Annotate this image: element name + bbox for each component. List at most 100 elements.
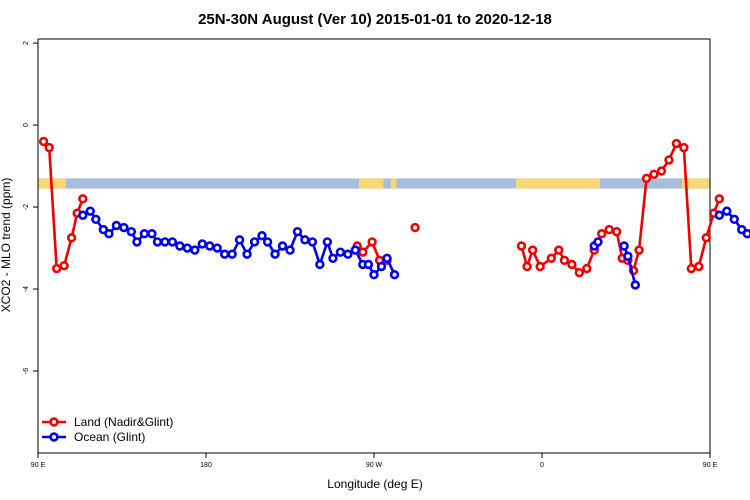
- series-land: [38, 136, 725, 278]
- data-point: [742, 229, 750, 239]
- data-point: [315, 259, 325, 270]
- data-point: [582, 263, 592, 274]
- land-band-segment: [515, 178, 600, 189]
- land-ocean-band: [38, 178, 710, 189]
- data-point: [554, 245, 564, 255]
- data-point: [382, 253, 392, 263]
- y-axis: 2 0 -2 -4 -6: [23, 41, 38, 374]
- data-point: [322, 237, 333, 247]
- data-point: [630, 280, 641, 290]
- x-tick-label: 0: [540, 462, 544, 469]
- data-point: [343, 249, 353, 259]
- data-point: [132, 237, 142, 247]
- data-point: [597, 229, 607, 239]
- data-point: [679, 142, 689, 153]
- data-point: [516, 241, 527, 251]
- data-point: [656, 166, 667, 176]
- land-band-segment: [359, 178, 384, 189]
- data-point: [91, 214, 101, 225]
- data-point: [358, 247, 368, 257]
- data-point: [270, 249, 280, 259]
- data-point: [664, 155, 674, 165]
- data-point: [197, 239, 207, 249]
- data-point: [649, 169, 659, 179]
- data-point: [522, 261, 532, 272]
- legend-marker: [49, 417, 59, 427]
- legend-label: Land (Nadir&Glint): [74, 415, 173, 429]
- data-point: [369, 269, 379, 280]
- data-point: [559, 255, 570, 266]
- data-point: [593, 237, 603, 247]
- data-point: [139, 229, 150, 239]
- data-point: [623, 251, 633, 261]
- data-point: [714, 210, 725, 220]
- data-point: [604, 224, 614, 235]
- data-point: [167, 237, 178, 247]
- data-point: [611, 226, 622, 237]
- data-point: [85, 206, 95, 216]
- data-point: [300, 235, 310, 245]
- data-point: [367, 237, 377, 247]
- data-point: [219, 249, 230, 259]
- data-point: [410, 222, 420, 233]
- data-point: [51, 263, 62, 274]
- y-axis-label: XCO2 - MLO trend (ppm): [0, 178, 13, 313]
- y-tick-label: -4: [23, 286, 30, 292]
- data-point: [335, 247, 346, 257]
- data-point: [285, 245, 295, 255]
- data-point: [152, 237, 163, 247]
- data-point: [212, 243, 222, 253]
- data-point: [376, 261, 387, 272]
- data-point: [38, 136, 49, 147]
- y-tick-label: -6: [23, 368, 30, 374]
- data-point: [182, 243, 193, 253]
- data-point: [59, 260, 69, 271]
- data-point: [619, 241, 629, 251]
- data-point: [307, 237, 318, 247]
- data-point: [234, 235, 245, 245]
- legend-label: Ocean (Glint): [74, 430, 145, 444]
- data-point: [78, 210, 88, 220]
- data-point: [722, 206, 732, 216]
- data-point: [78, 194, 88, 204]
- y-tick-label: -2: [23, 204, 30, 210]
- data-point: [567, 259, 577, 270]
- data-point: [694, 261, 704, 272]
- data-point: [119, 222, 129, 233]
- data-point: [527, 245, 538, 255]
- legend: Land (Nadir&Glint)Ocean (Glint): [42, 415, 173, 444]
- series-line: [520, 141, 721, 275]
- data-point: [701, 233, 711, 243]
- x-axis: 90 E 180 90 W 0 90 E: [31, 453, 718, 469]
- data-point: [634, 245, 644, 255]
- data-point: [328, 253, 338, 263]
- data-point: [363, 259, 374, 270]
- legend-marker: [49, 432, 59, 442]
- data-point: [175, 241, 185, 251]
- data-point: [671, 138, 682, 149]
- data-point: [546, 253, 557, 263]
- land-band-segment: [682, 178, 710, 189]
- data-point: [641, 173, 652, 184]
- data-point: [292, 226, 303, 237]
- data-point: [44, 142, 54, 153]
- data-point: [350, 245, 361, 255]
- data-point: [66, 233, 77, 243]
- data-point: [147, 229, 157, 239]
- x-tick-label: 180: [200, 462, 212, 469]
- data-point: [257, 231, 267, 241]
- series-line: [42, 140, 85, 271]
- data-point: [535, 261, 545, 272]
- data-point: [277, 241, 288, 251]
- land-band-segment: [390, 178, 397, 189]
- data-point: [262, 237, 273, 247]
- data-point: [242, 249, 252, 259]
- data-point: [227, 249, 237, 259]
- data-point: [104, 229, 114, 239]
- data-point: [686, 263, 697, 274]
- y-tick-label: 0: [23, 123, 30, 127]
- x-tick-label: 90 E: [703, 462, 718, 469]
- series-layer: [38, 136, 750, 290]
- data-point: [389, 269, 400, 280]
